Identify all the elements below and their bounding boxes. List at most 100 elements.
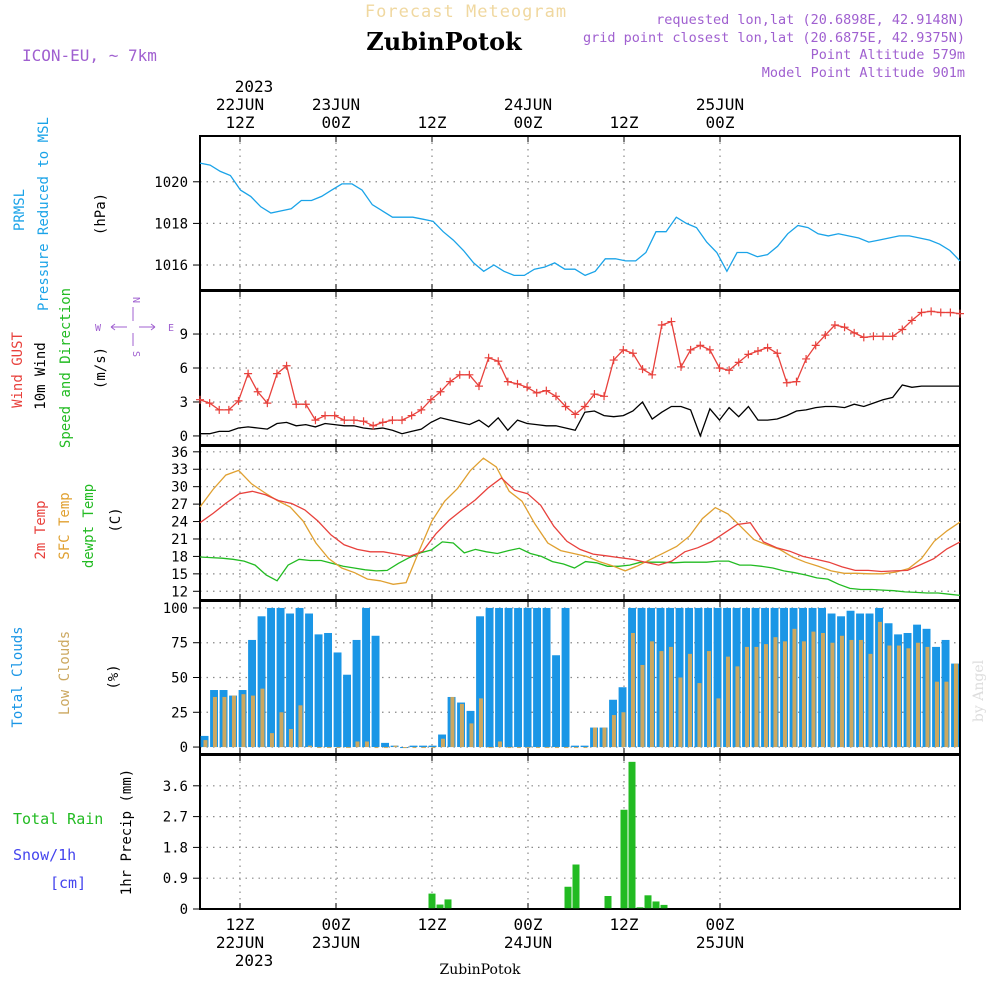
ytick-label: 2.7 — [163, 810, 188, 826]
ytick-label: 12 — [171, 584, 188, 600]
gust-line-point — [388, 416, 397, 425]
gust-line-point — [917, 308, 926, 317]
gust-line-point — [465, 370, 474, 379]
gust-line-point — [686, 345, 695, 354]
low-cloud-bar — [241, 694, 246, 748]
pressure-panel: 1016 1018 1020 — [154, 135, 961, 291]
rain-bar — [564, 886, 572, 909]
bottom-year-label: 2023 — [235, 951, 274, 970]
low-cloud-bar — [640, 664, 645, 748]
precip-label-snow: Snow/1h — [13, 846, 76, 864]
ytick-label: 1016 — [154, 258, 188, 274]
ytick-label: 18 — [171, 549, 188, 565]
gust-line — [199, 310, 961, 427]
low-cloud-bar — [678, 677, 683, 748]
gust-line-point — [484, 353, 493, 362]
low-cloud-bar — [716, 698, 721, 748]
low-cloud-bar — [877, 621, 882, 748]
rain-bar — [628, 761, 636, 909]
low-cloud-bar — [887, 645, 892, 748]
bottom-date-label: 24JUN — [504, 933, 552, 952]
total-cloud-bar — [324, 632, 332, 748]
low-cloud-bar — [649, 641, 654, 748]
gust-line-point — [907, 316, 916, 325]
low-cloud-bar — [820, 632, 825, 748]
panel-frame — [199, 600, 961, 755]
low-cloud-bar — [830, 642, 835, 748]
low-cloud-bar — [336, 747, 341, 749]
temperature-labels: 2m Temp SFC Temp dewpt Temp (C) — [33, 484, 124, 568]
low-cloud-bar — [307, 745, 312, 748]
top-date-label: 22JUN — [216, 95, 264, 114]
temp-units: (C) — [108, 507, 124, 532]
gust-line-point — [802, 354, 811, 363]
rain-bar — [620, 809, 628, 909]
temp-label-dewpt: dewpt Temp — [81, 484, 97, 568]
product-title: Forecast Meteogram — [365, 2, 567, 22]
rain-bar — [444, 899, 452, 909]
gust-line-point — [330, 411, 339, 420]
total-cloud-bar — [314, 634, 323, 748]
total-cloud-bar — [352, 639, 361, 748]
low-cloud-bar — [763, 644, 768, 748]
low-cloud-bar — [298, 705, 303, 748]
total-cloud-bar — [533, 607, 541, 748]
gust-line-point — [628, 349, 637, 358]
total-cloud-bar — [362, 607, 370, 748]
low-cloud-bar — [355, 741, 360, 748]
top-time-label: 12Z — [226, 113, 255, 132]
gust-line-point — [888, 332, 897, 341]
low-cloud-bar — [896, 645, 901, 748]
low-cloud-bar — [801, 641, 806, 748]
compass-arrows — [110, 307, 156, 346]
precip-label-cm: [cm] — [50, 874, 86, 892]
wind-label-10m: 10m Wind — [33, 342, 49, 409]
low-cloud-bar — [516, 747, 521, 749]
precip-labels: Total Rain Snow/1h [cm] 1hr Precip (mm) — [13, 769, 135, 895]
low-cloud-bar — [906, 648, 911, 748]
low-cloud-bar — [279, 712, 284, 748]
bottom-time-label: 12Z — [418, 915, 447, 934]
total-cloud-bar — [333, 652, 342, 748]
low-cloud-bar — [925, 646, 930, 748]
rain-bar — [636, 907, 644, 909]
low-cloud-bar — [621, 712, 626, 748]
gust-line-point — [513, 379, 522, 388]
top-year-label: 2023 — [235, 77, 274, 96]
gust-line-point — [417, 405, 426, 414]
total-cloud-bar — [409, 745, 418, 748]
low-cloud-bar — [668, 646, 673, 748]
compass-s: S — [130, 351, 141, 357]
gust-line-point — [927, 307, 936, 316]
compass-e: E — [168, 323, 174, 334]
gust-line-point — [725, 366, 734, 375]
gust-line-point — [407, 411, 416, 420]
rain-bar — [644, 895, 652, 909]
gust-line-point — [263, 399, 272, 408]
gust-line-point — [542, 386, 551, 395]
bottom-time-label: 12Z — [610, 915, 639, 934]
ytick-label: 1018 — [154, 216, 188, 232]
low-cloud-bar — [374, 747, 379, 749]
low-cloud-bar — [469, 723, 474, 748]
ytick-label: 75 — [171, 636, 188, 652]
low-cloud-bar — [488, 747, 493, 749]
gust-line-point — [830, 320, 839, 329]
top-date-label: 25JUN — [696, 95, 744, 114]
gust-line-point — [205, 399, 214, 408]
gust-line-point — [494, 357, 503, 366]
low-cloud-bar — [345, 747, 350, 749]
low-cloud-bar — [203, 740, 208, 748]
pressure-label-prmsl: PRMSL — [12, 189, 28, 231]
gust-line-point — [446, 377, 455, 386]
low-cloud-bar — [611, 715, 616, 748]
clouds-label-total: Total Clouds — [10, 626, 26, 727]
bottom-date-label: 25JUN — [696, 933, 744, 952]
wind-label-speed-dir: Speed and Direction — [58, 288, 74, 448]
low-cloud-bar — [212, 696, 217, 748]
gust-line-point — [734, 358, 743, 367]
watermark: by Angel — [971, 659, 987, 722]
low-cloud-bar — [326, 747, 331, 749]
